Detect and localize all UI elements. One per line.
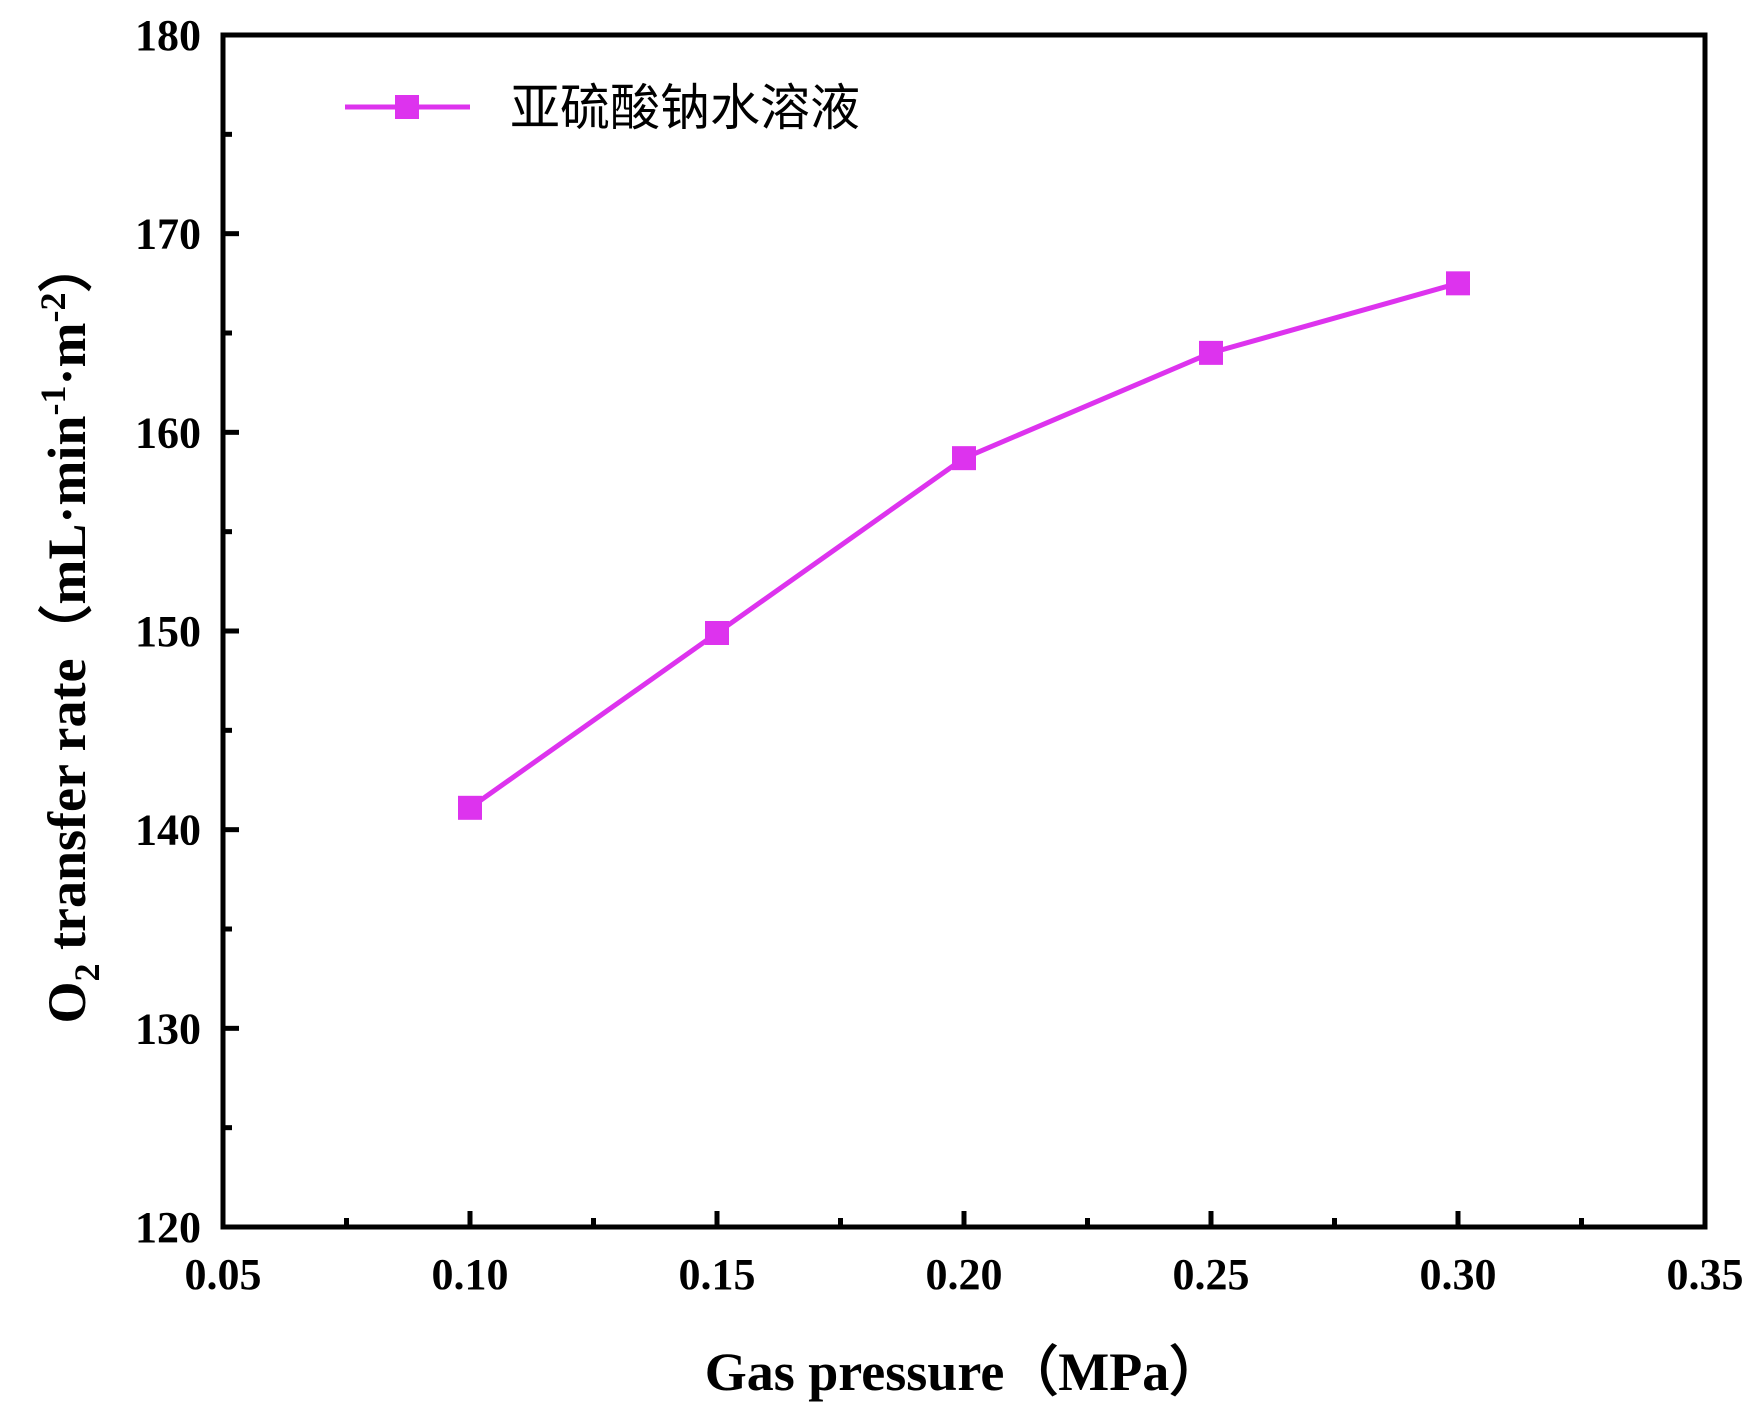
data-point-marker — [952, 446, 976, 471]
y-axis-title-superscript-1: -1 — [33, 386, 73, 416]
y-axis-title-superscript-2: -2 — [33, 293, 73, 323]
data-point-marker — [1199, 340, 1223, 365]
x-tick-label: 0.30 — [1420, 1250, 1497, 1299]
x-tick-label: 0.15 — [679, 1250, 756, 1299]
series-line — [468, 280, 1459, 810]
x-tick-label: 0.25 — [1173, 1250, 1250, 1299]
legend: 亚硫酸钠水溶液 — [345, 79, 860, 137]
y-axis-title-middle-2: ·m — [37, 323, 97, 386]
x-axis-title: Gas pressure（MPa） — [705, 1342, 1223, 1402]
series-layer — [458, 271, 1470, 820]
x-tick-label: 0.10 — [432, 1250, 509, 1299]
y-tick-label: 180 — [135, 11, 201, 60]
y-axis-title-middle: transfer rate（mL·min — [37, 416, 97, 964]
x-axis-ticks: 0.05 0.10 0.15 0.20 0.25 0.30 0.35 — [185, 1211, 1744, 1299]
y-tick-label: 150 — [135, 607, 201, 656]
y-tick-label: 170 — [135, 210, 201, 259]
data-point-marker — [458, 795, 482, 820]
data-point-marker — [705, 620, 729, 645]
y-tick-label: 120 — [135, 1203, 201, 1252]
plot-frame — [220, 32, 1708, 1230]
y-tick-label: 130 — [135, 1004, 201, 1053]
legend-marker — [395, 95, 419, 119]
y-axis-title-prefix: O — [37, 981, 97, 1023]
x-tick-label: 0.35 — [1667, 1250, 1744, 1299]
y-axis-title: O2 transfer rate（mL·min-1·m-2） — [33, 239, 107, 1024]
y-axis-ticks: 120 130 140 150 160 170 180 — [135, 11, 239, 1252]
y-axis-title-subscript: 2 — [67, 963, 107, 981]
y-axis-title-suffix: ） — [37, 239, 97, 293]
y-tick-label: 140 — [135, 806, 201, 855]
data-point-marker — [1446, 271, 1470, 296]
legend-label: 亚硫酸钠水溶液 — [510, 79, 860, 137]
x-tick-label: 0.05 — [185, 1250, 262, 1299]
x-tick-label: 0.20 — [926, 1250, 1003, 1299]
y-tick-label: 160 — [135, 408, 201, 457]
